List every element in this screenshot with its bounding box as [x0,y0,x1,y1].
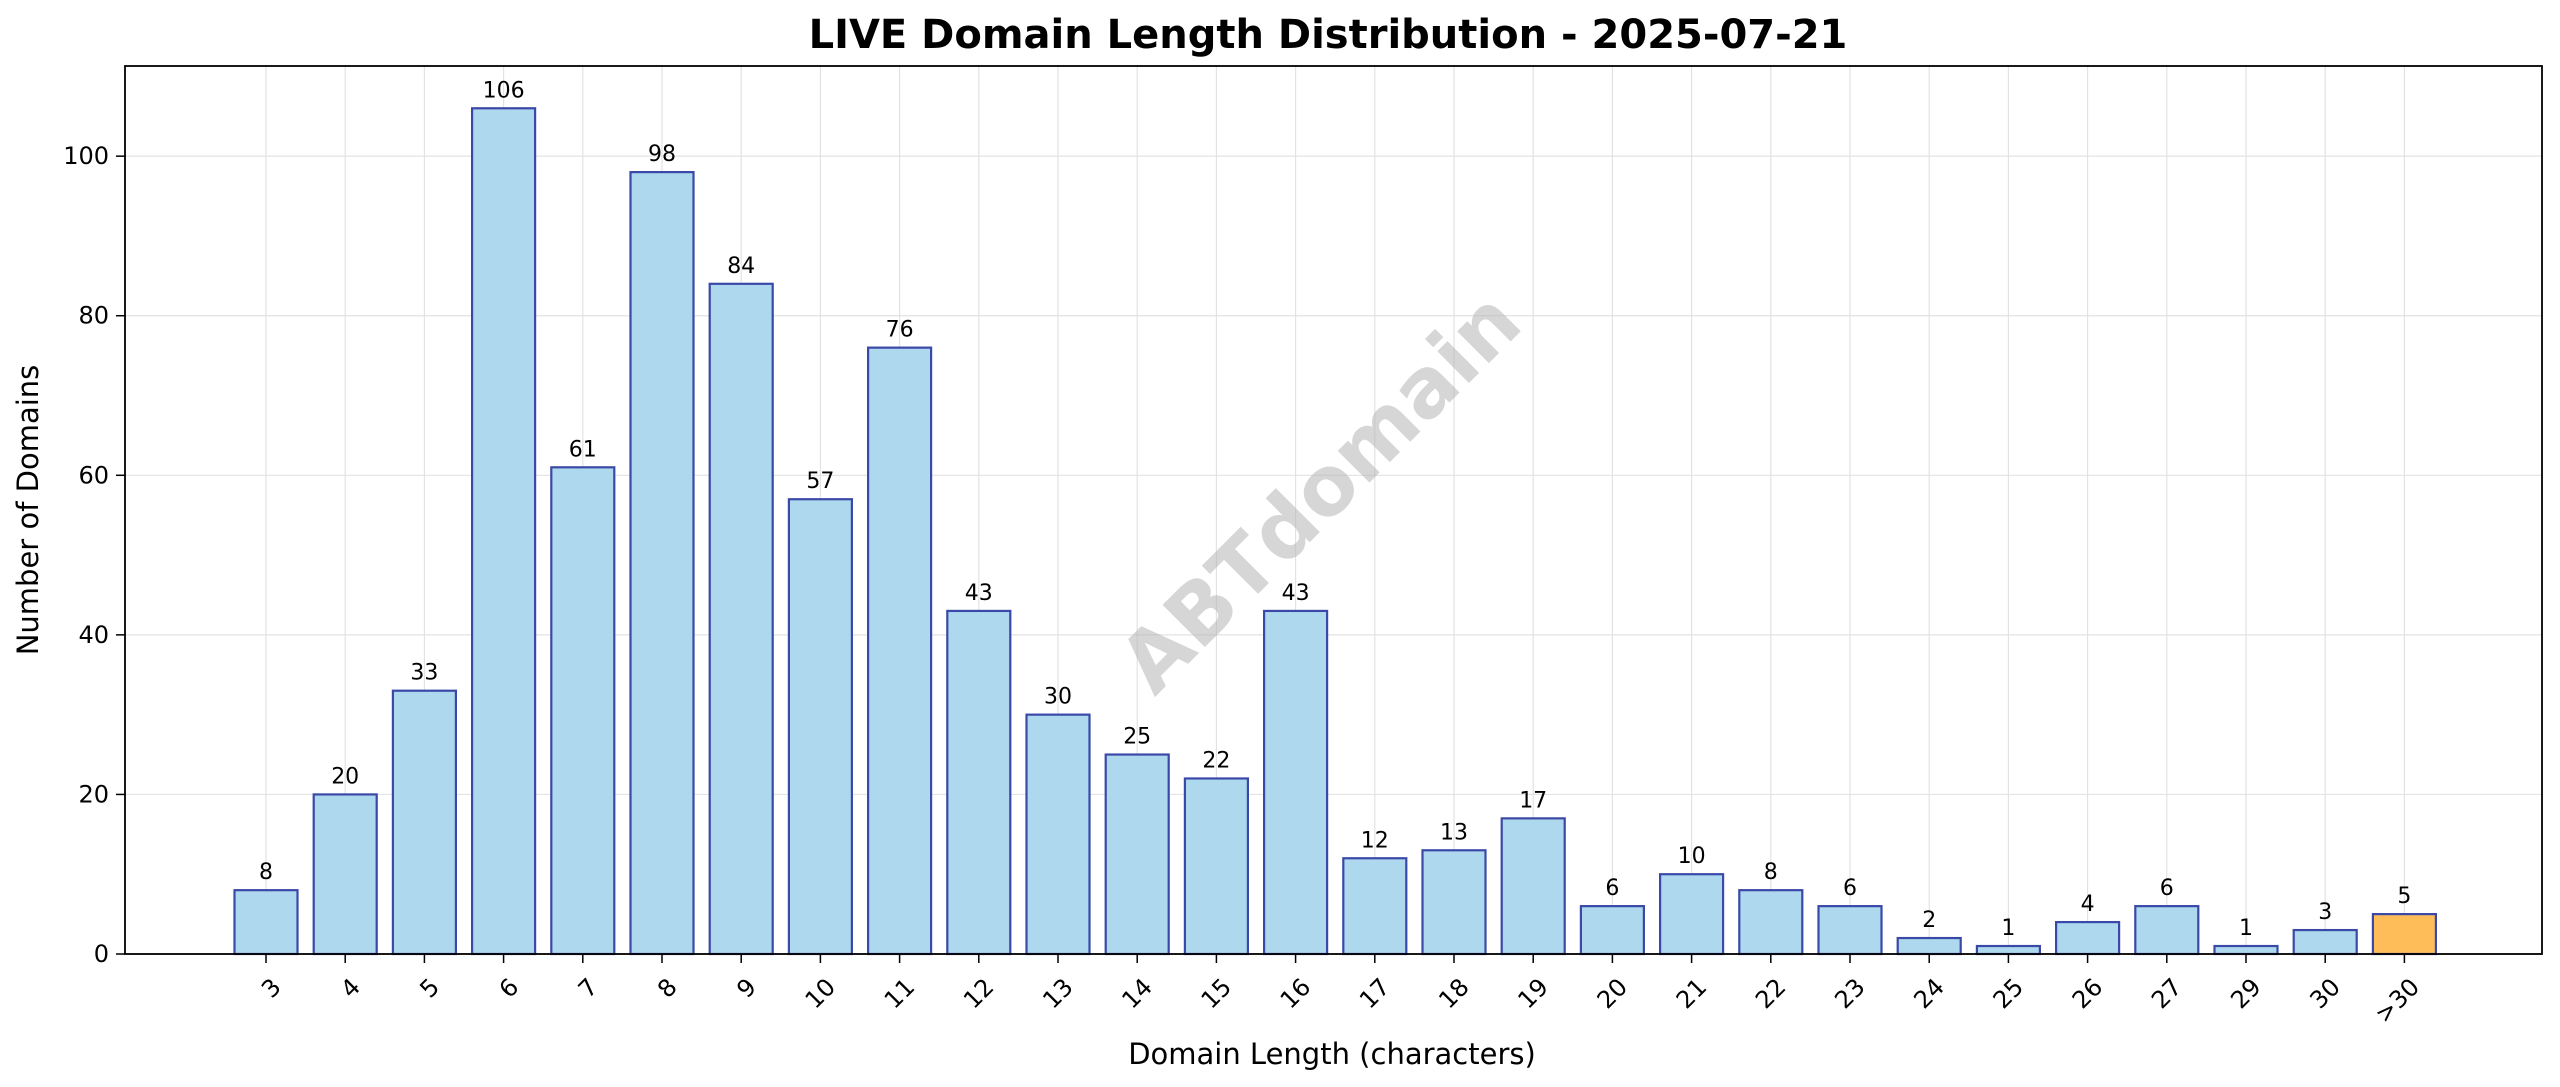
data-label-24: 2 [1922,908,1936,933]
chart-title: LIVE Domain Length Distribution - 2025-0… [809,12,1848,58]
bar-9 [708,282,774,956]
data-label-29: 1 [2239,916,2253,941]
x-axis-label: Domain Length (characters) [1128,1037,1536,1071]
bar-10 [787,498,854,956]
y-tick-label: 0 [94,940,109,968]
data-label-9: 84 [727,254,755,279]
bar->30 [2371,913,2437,956]
data-label-4: 20 [331,764,359,789]
data-label-23: 6 [1843,876,1857,901]
bar-7 [550,466,616,956]
y-tick-label: 100 [63,142,109,170]
bar-6 [471,107,537,956]
bar-21 [1658,873,1725,956]
bar-24 [1896,936,1962,956]
data-label-30: 3 [2318,900,2332,925]
data-label-16: 43 [1282,581,1310,606]
bar-8 [629,171,695,956]
data-label-20: 6 [1605,876,1619,901]
bar-15 [1183,777,1250,956]
data-label-11: 76 [886,318,914,343]
bar-27 [2134,905,2200,956]
bar-19 [1500,817,1566,956]
data-label-26: 4 [2081,892,2095,917]
y-tick-label: 40 [78,621,109,649]
bar-3 [233,889,299,956]
data-label-8: 98 [648,142,676,167]
data-label-27: 6 [2160,876,2174,901]
data-label-5: 33 [410,661,438,686]
data-label-14: 25 [1123,725,1151,750]
bar-20 [1579,905,1646,956]
y-axis-label: Number of Domains [11,365,45,656]
bar-11 [866,346,933,956]
data-label-25: 1 [2001,916,2015,941]
bar-5 [391,689,457,956]
bars [233,107,2437,956]
data-label-7: 61 [569,437,597,462]
bar-18 [1421,849,1487,956]
data-label-19: 17 [1519,788,1547,813]
bar-23 [1817,905,1883,956]
data-label-22: 8 [1764,860,1778,885]
bar-16 [1262,609,1329,956]
bar-13 [1025,713,1091,956]
data-label-12: 43 [965,581,993,606]
data-label->30: 5 [2397,884,2411,909]
data-label-6: 106 [483,78,525,103]
bar-29 [2213,944,2279,956]
bar-30 [2292,928,2358,956]
bar-14 [1104,753,1170,956]
y-tick-label: 80 [78,302,109,330]
data-label-10: 57 [806,469,834,494]
bar-26 [2055,920,2121,956]
data-label-21: 10 [1678,844,1706,869]
bar-25 [1975,944,2042,956]
y-tick-label: 20 [78,780,109,808]
bar-22 [1738,889,1804,956]
data-label-13: 30 [1044,685,1072,710]
bar-17 [1342,857,1408,956]
data-label-18: 13 [1440,820,1468,845]
bar-12 [946,609,1012,956]
y-tick-label: 60 [78,461,109,489]
bar-4 [312,793,378,956]
data-label-3: 8 [259,860,273,885]
data-label-17: 12 [1361,828,1389,853]
plot-area-frame [124,65,2543,955]
data-label-15: 22 [1202,748,1230,773]
